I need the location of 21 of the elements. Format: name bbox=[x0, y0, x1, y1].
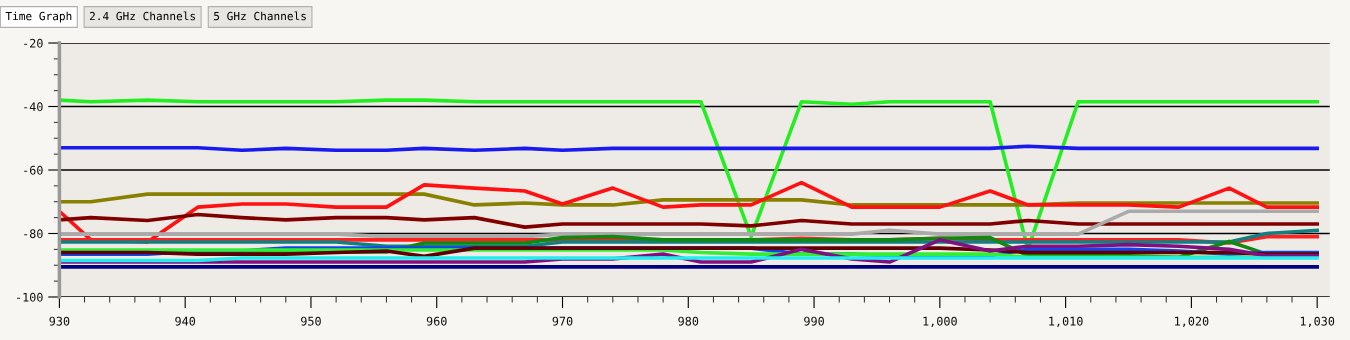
y-tick-label: -40 bbox=[24, 102, 43, 112]
x-tick-label: 1,000 bbox=[923, 316, 957, 328]
y-tick-label: -100 bbox=[17, 292, 43, 302]
x-tick-label: 1,030 bbox=[1300, 316, 1335, 328]
text: Time Graph bbox=[5, 11, 72, 23]
x-tick-label: 980 bbox=[678, 316, 699, 326]
y-tick-label: -60 bbox=[24, 165, 43, 175]
y-tick-label: -80 bbox=[24, 229, 43, 239]
x-tick-label: 950 bbox=[301, 316, 321, 326]
x-tick-label: 1,020 bbox=[1175, 316, 1209, 328]
line-series bbox=[59, 212, 1319, 229]
x-tick-label: 930 bbox=[49, 316, 70, 326]
line-series bbox=[59, 209, 1319, 239]
x-tick-label: 970 bbox=[552, 316, 573, 326]
x-tick-label: 1,010 bbox=[1049, 316, 1083, 328]
x-tick-label: 940 bbox=[175, 316, 196, 326]
y-tick-label: -20 bbox=[24, 38, 43, 48]
x-tick-label: 960 bbox=[426, 316, 447, 326]
text: 2.4 GHz Channels bbox=[89, 11, 196, 21]
x-tick-label: 990 bbox=[804, 316, 824, 326]
text: 5 GHz Channels bbox=[214, 11, 306, 21]
